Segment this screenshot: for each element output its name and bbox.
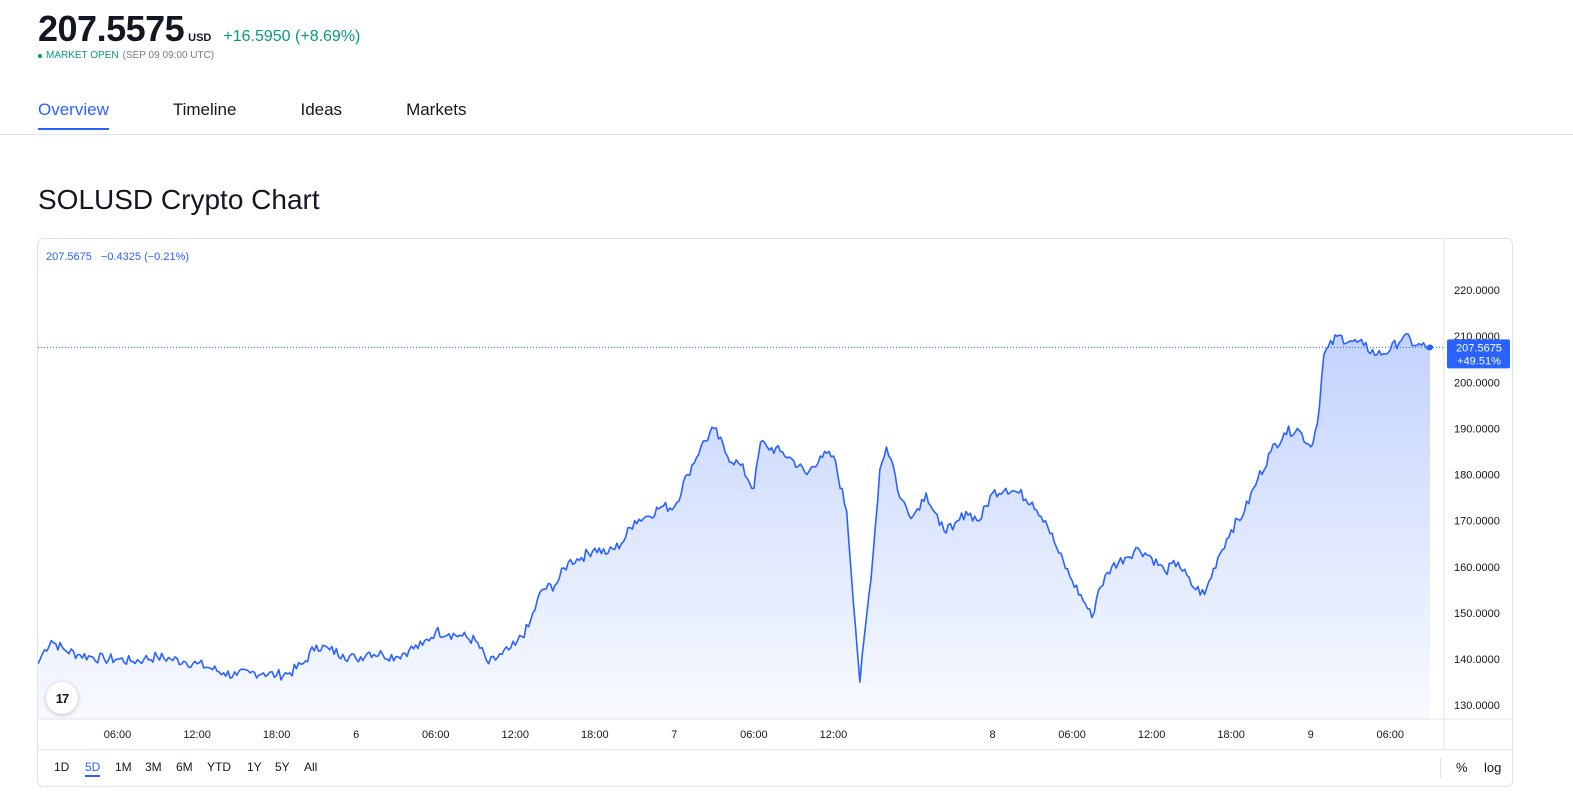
y-tick-label: 200.0000 (1454, 377, 1500, 389)
tab-timeline[interactable]: Timeline (172, 100, 237, 119)
price-area-fill (38, 333, 1430, 719)
price-chart[interactable]: 130.0000 140.0000 150.0000 160.0000 170.0000… (38, 239, 1513, 749)
x-tick-label: 9 (1308, 729, 1314, 741)
status-dot-icon (38, 53, 42, 58)
x-tick-label: 18:00 (1217, 729, 1245, 741)
tab-bar: Overview Timeline Ideas Markets (38, 100, 531, 130)
tab-divider (0, 134, 1573, 135)
tab-ideas[interactable]: Ideas (300, 100, 343, 119)
current-price-label-box (1447, 339, 1510, 369)
chart-container[interactable]: 130.0000 140.0000 150.0000 160.0000 170.0000… (37, 238, 1513, 787)
price-row: 207.5575 USD +16.5950 (+8.69%) (38, 8, 360, 50)
market-status-time: (SEP 09 09:00 UTC) (122, 50, 215, 61)
range-all-button[interactable]: All (304, 760, 318, 774)
legend-change: −0.4325 (−0.21%) (100, 251, 190, 263)
tab-overview[interactable]: Overview (38, 100, 109, 130)
x-tick-label: 8 (989, 729, 995, 741)
y-tick-label: 130.0000 (1454, 700, 1500, 712)
log-toggle[interactable]: log (1484, 760, 1502, 775)
market-status-label: MARKET OPEN (46, 50, 119, 61)
range-3m-button[interactable]: 3M (145, 760, 162, 774)
price-change: +16.5950 (+8.69%) (223, 28, 361, 45)
x-tick-label: 6 (353, 729, 359, 741)
range-1y-button[interactable]: 1Y (247, 760, 262, 774)
percent-toggle[interactable]: % (1456, 760, 1468, 775)
x-tick-label: 12:00 (183, 729, 211, 741)
current-price-pct-label: +49.51% (1457, 355, 1501, 367)
current-price-dot (1427, 344, 1433, 351)
tradingview-logo-icon[interactable]: 17 (46, 682, 78, 714)
y-tick-label: 180.0000 (1454, 470, 1500, 482)
y-tick-label: 140.0000 (1454, 654, 1500, 666)
x-tick-label: 06:00 (740, 729, 768, 741)
current-price-label: 207.5675 (1456, 342, 1502, 354)
range-5d-button[interactable]: 5D (85, 760, 101, 777)
y-tick-label: 190.0000 (1454, 423, 1500, 435)
x-tick-label: 06:00 (104, 729, 132, 741)
x-tick-label: 06:00 (1376, 729, 1404, 741)
x-tick-label: 06:00 (1058, 729, 1086, 741)
price-header: 207.5575 USD +16.5950 (+8.69%) MARKET OP… (38, 8, 360, 61)
chart-title: SOLUSD Crypto Chart (38, 184, 320, 215)
market-status: MARKET OPEN (SEP 09 09:00 UTC) (38, 50, 360, 61)
range-divider (1440, 758, 1441, 778)
x-tick-label: 12:00 (820, 729, 848, 741)
x-tick-label: 06:00 (422, 729, 450, 741)
range-5y-button[interactable]: 5Y (275, 760, 290, 774)
x-tick-label: 7 (671, 729, 677, 741)
range-ytd-button[interactable]: YTD (207, 760, 231, 774)
chart-legend: 207.5675 −0.4325 (−0.21%) (46, 251, 195, 263)
y-tick-label: 220.0000 (1454, 285, 1500, 297)
legend-price: 207.5675 (46, 251, 92, 263)
range-6m-button[interactable]: 6M (176, 760, 193, 774)
y-tick-label: 150.0000 (1454, 608, 1500, 620)
range-1d-button[interactable]: 1D (54, 760, 70, 774)
last-price: 207.5575 (38, 8, 185, 49)
tab-markets[interactable]: Markets (406, 100, 467, 119)
currency-label: USD (188, 32, 212, 44)
x-tick-label: 12:00 (1138, 729, 1166, 741)
x-tick-label: 18:00 (263, 729, 291, 741)
price-line (38, 333, 1431, 683)
range-1m-button[interactable]: 1M (115, 760, 132, 774)
x-tick-label: 18:00 (581, 729, 609, 741)
y-tick-label: 170.0000 (1454, 516, 1500, 528)
range-bar: 1D 5D 1M 3M 6M YTD 1Y 5Y All % log (38, 749, 1512, 786)
y-tick-label: 160.0000 (1454, 562, 1500, 574)
x-tick-label: 12:00 (501, 729, 529, 741)
